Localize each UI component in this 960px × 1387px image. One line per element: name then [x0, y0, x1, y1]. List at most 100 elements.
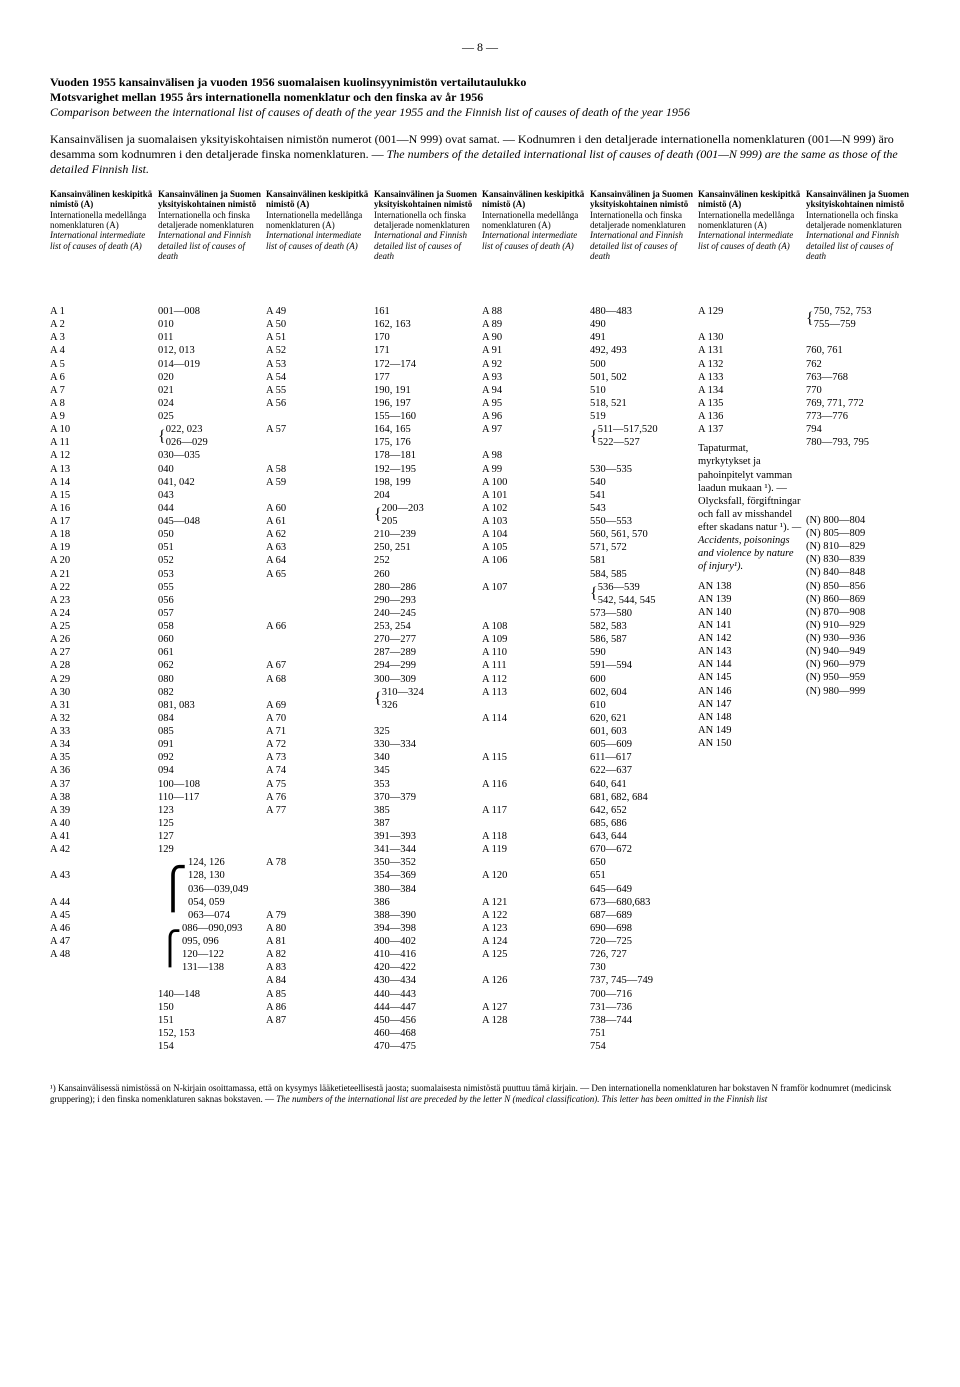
table-row: 084 — [158, 712, 262, 725]
table-row: 045—048 — [158, 515, 262, 528]
table-row: A 115 — [482, 751, 586, 764]
table-row — [482, 817, 586, 830]
table-row: 650 — [590, 856, 694, 869]
table-row: 385 — [374, 804, 478, 817]
table-row: AN 148 — [698, 711, 802, 724]
column-2: Kansainvälinen ja Suomen yksityiskohtain… — [158, 189, 262, 1053]
table-row: 350—352 — [374, 856, 478, 869]
table-row: A 86 — [266, 1001, 370, 1014]
page-number: — 8 — — [50, 40, 910, 55]
table-row — [482, 607, 586, 620]
table-row: 450—456 — [374, 1014, 478, 1027]
table-row: A 131 — [698, 344, 802, 357]
table-row — [482, 764, 586, 777]
table-row: A 22 — [50, 581, 154, 594]
table-row: 543 — [590, 502, 694, 515]
table-row: AN 140 — [698, 606, 802, 619]
table-row: A 114 — [482, 712, 586, 725]
table-row — [482, 856, 586, 869]
table-row: A 111 — [482, 659, 586, 672]
table-row: A 25 — [50, 620, 154, 633]
table-row: 290—293 — [374, 594, 478, 607]
table-row: 762 — [806, 358, 910, 371]
table-row: A 100 — [482, 476, 586, 489]
table-row: 123 — [158, 804, 262, 817]
table-row: A 50 — [266, 318, 370, 331]
table-row: A 26 — [50, 633, 154, 646]
table-row: A 30 — [50, 686, 154, 699]
table-row: A 47 — [50, 935, 154, 948]
table-row: A 45 — [50, 909, 154, 922]
table-row: AN 147 — [698, 698, 802, 711]
table-row: 738—744 — [590, 1014, 694, 1027]
table-row: 253, 254 — [374, 620, 478, 633]
table-row: 550—553 — [590, 515, 694, 528]
table-row: 161 — [374, 305, 478, 318]
table-row — [266, 830, 370, 843]
column-7: Kansainvälinen keskipitkä nimistö (A) In… — [698, 189, 802, 1053]
table-row: A 70 — [266, 712, 370, 725]
table-row: A 91 — [482, 344, 586, 357]
table-row: A 102 — [482, 502, 586, 515]
table-row: A 77 — [266, 804, 370, 817]
table-row: 052 — [158, 554, 262, 567]
table-row: A 2 — [50, 318, 154, 331]
table-row — [374, 712, 478, 725]
table-row: 518, 521 — [590, 397, 694, 410]
table-row: A 132 — [698, 358, 802, 371]
table-row: 581 — [590, 554, 694, 567]
table-row: (N) 870—908 — [806, 606, 910, 619]
table-row: AN 138 — [698, 580, 802, 593]
column-6: Kansainvälinen ja Suomen yksityiskohtain… — [590, 189, 694, 1053]
table-row: A 79 — [266, 909, 370, 922]
col-header-a2: Kansainvälinen keskipitkä nimistö (A) In… — [266, 189, 370, 299]
table-row: 685, 686 — [590, 817, 694, 830]
table-row: A 118 — [482, 830, 586, 843]
table-row: 001—008 — [158, 305, 262, 318]
table-row: 737, 745—749 — [590, 974, 694, 987]
table-row: 062 — [158, 659, 262, 672]
intro-paragraph: Kansainvälisen ja suomalaisen yksityisko… — [50, 132, 910, 177]
table-row: A 33 — [50, 725, 154, 738]
table-row: A 49 — [266, 305, 370, 318]
subhead-accidents: Tapaturmat, myrkytykset ja pahoinpitelyt… — [698, 442, 802, 573]
title-block: Vuoden 1955 kansainvälisen ja vuoden 195… — [50, 75, 910, 120]
table-row: A 5 — [50, 358, 154, 371]
table-row: 460—468 — [374, 1027, 478, 1040]
table-row: A 120 — [482, 869, 586, 882]
table-row: 530—535 — [590, 463, 694, 476]
comparison-table: Kansainvälinen keskipitkä nimistö (A) In… — [50, 189, 910, 1053]
table-row: A 23 — [50, 594, 154, 607]
table-row: A 75 — [266, 778, 370, 791]
table-row: 057 — [158, 607, 262, 620]
table-row: 584, 585 — [590, 568, 694, 581]
table-row: A 44 — [50, 896, 154, 909]
table-row: 681, 682, 684 — [590, 791, 694, 804]
table-row: 010 — [158, 318, 262, 331]
table-row: 210—239 — [374, 528, 478, 541]
table-row: A 38 — [50, 791, 154, 804]
table-row: 591—594 — [590, 659, 694, 672]
table-row: 640, 641 — [590, 778, 694, 791]
table-row: 060 — [158, 633, 262, 646]
table-row: 560, 561, 570 — [590, 528, 694, 541]
table-row: A 60 — [266, 502, 370, 515]
table-row: A 51 — [266, 331, 370, 344]
table-row: AN 142 — [698, 632, 802, 645]
table-row: 012, 013 — [158, 344, 262, 357]
table-row: 690—698 — [590, 922, 694, 935]
table-row: 040 — [158, 463, 262, 476]
table-row — [266, 686, 370, 699]
table-row: A 40 — [50, 817, 154, 830]
table-row: A 74 — [266, 764, 370, 777]
table-row: 178—181 — [374, 449, 478, 462]
table-row: A 34 — [50, 738, 154, 751]
table-row: 021 — [158, 384, 262, 397]
table-row — [482, 738, 586, 751]
table-row: 155—160 — [374, 410, 478, 423]
table-row: A 37 — [50, 778, 154, 791]
table-row: A 101 — [482, 489, 586, 502]
table-row: AN 150 — [698, 737, 802, 750]
table-row: 092 — [158, 751, 262, 764]
table-row: 354—369 — [374, 869, 478, 882]
